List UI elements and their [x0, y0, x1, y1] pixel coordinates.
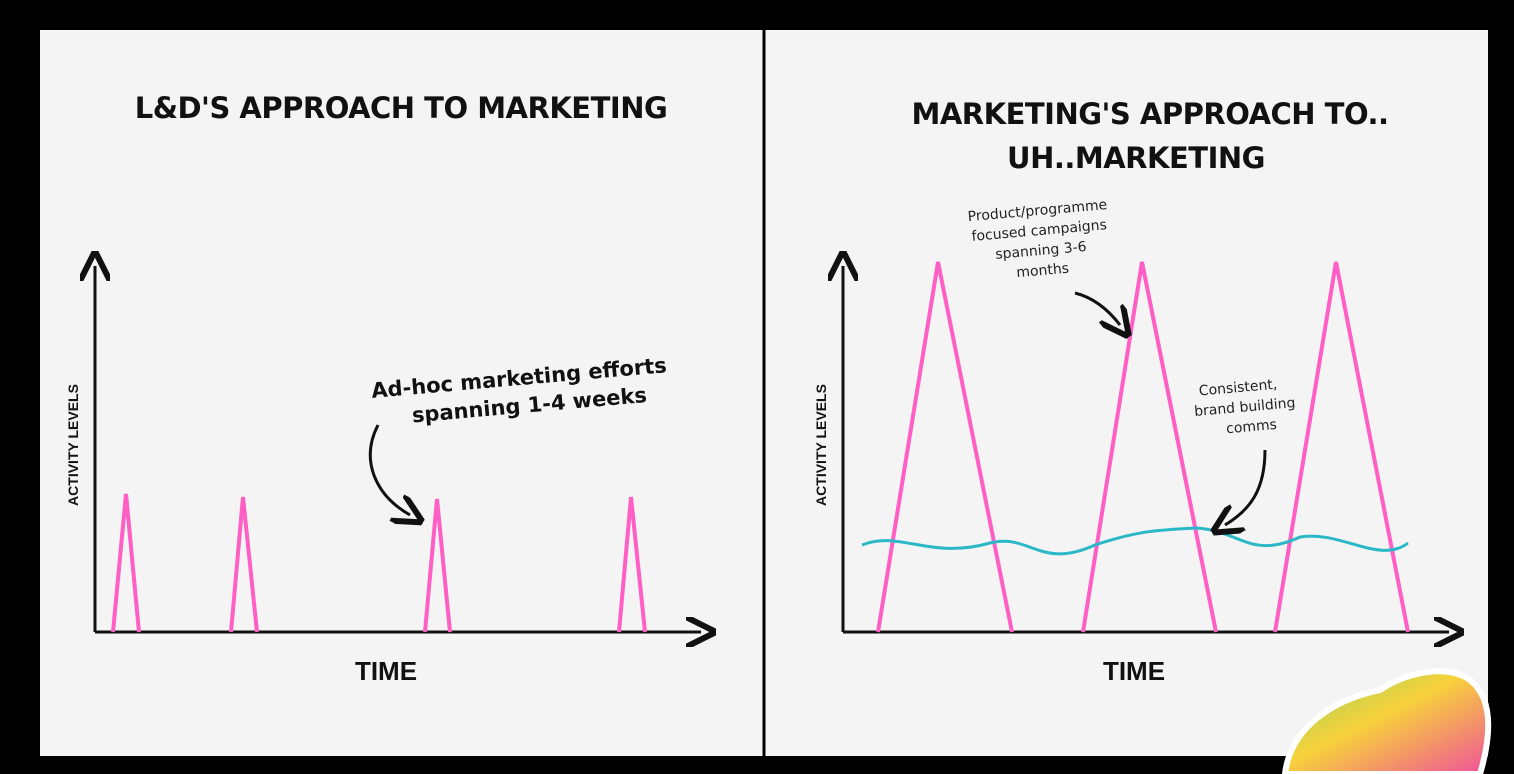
y-axis-label: ACTIVITY LEVELS: [65, 384, 81, 506]
y-axis-label: ACTIVITY LEVELS: [813, 384, 829, 506]
panel-title: L&D'S APPROACH TO MARKETING: [135, 91, 668, 125]
panel-title: UH..MARKETING: [1007, 141, 1265, 175]
x-axis-label: TIME: [355, 656, 417, 686]
x-axis-label: TIME: [1103, 656, 1165, 686]
panel-title: MARKETING'S APPROACH TO..: [911, 97, 1388, 131]
meme-graphic: L&D'S APPROACH TO MARKETING ACTIVITY LEV…: [0, 0, 1514, 774]
